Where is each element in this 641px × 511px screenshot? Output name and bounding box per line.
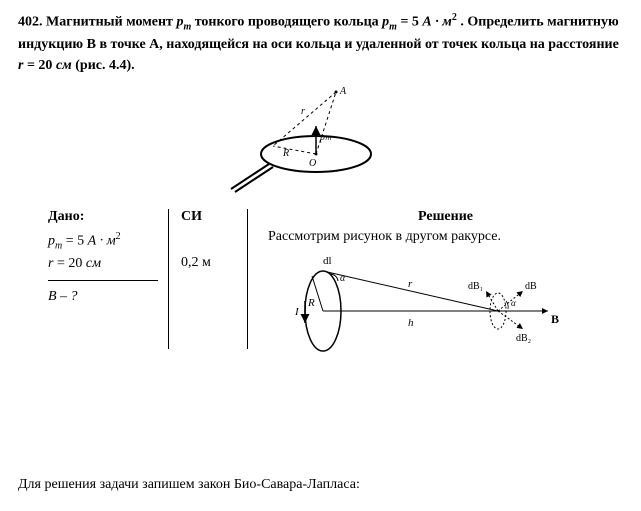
d1-sup: 2 <box>116 231 121 242</box>
label-alpha2: α <box>511 298 516 308</box>
label-R: R <box>282 148 289 159</box>
d1-sym: p <box>48 234 55 249</box>
figure-4-4: O pₘ A r R <box>18 84 623 199</box>
label-I: I <box>294 306 300 318</box>
main-section: Дано: pm = 5 А · м2 r = 20 см B – ? СИ 0… <box>18 209 623 376</box>
pm-sub: m <box>183 21 191 32</box>
d1-eq: = 5 <box>62 234 87 249</box>
label-dB: dB <box>525 281 537 292</box>
pm-sup: 2 <box>452 12 457 23</box>
solution-diagram-icon: dl α R I r h dB dB₁ dB₂ <box>268 251 568 371</box>
problem-statement: 402. Магнитный момент pm тонкого проводя… <box>18 10 623 76</box>
label-dB2: dB₂ <box>516 333 531 344</box>
solution-text: Рассмотрим рисунок в другом ракурсе. <box>268 229 623 245</box>
dano-line-2: r = 20 см <box>48 256 168 272</box>
solution-title: Решение <box>268 209 623 225</box>
label-r: r <box>301 106 305 117</box>
label-R2: R <box>307 297 315 309</box>
dano-line-1: pm = 5 А · м2 <box>48 231 168 251</box>
label-B: B <box>551 312 559 326</box>
d2-unit: см <box>86 256 101 271</box>
given-column: Дано: pm = 5 А · м2 r = 20 см B – ? <box>18 209 168 376</box>
r-unit: см <box>56 58 72 73</box>
pm-sub2: m <box>389 21 397 32</box>
separator-line <box>48 280 158 281</box>
find-text: B – ? <box>48 289 78 304</box>
ring-diagram-icon: O pₘ A r R <box>221 84 421 194</box>
si-val-1: 0,2 м <box>181 255 235 271</box>
dano-find: B – ? <box>48 289 168 305</box>
d2-eq: = 20 <box>53 256 85 271</box>
label-h: h <box>408 317 414 329</box>
pm-eq: = 5 <box>397 15 422 30</box>
label-O: O <box>309 158 316 169</box>
label-A: A <box>339 86 347 97</box>
pm-unit: А · м <box>422 15 451 30</box>
label-pm: pₘ <box>319 132 332 143</box>
text-p1: Магнитный момент <box>46 15 176 30</box>
bottom-text: Для решения задачи запишем закон Био-Сав… <box>18 477 360 493</box>
r-eq: = 20 <box>23 58 55 73</box>
problem-number: 402. <box>18 15 43 30</box>
si-column: СИ 0,2 м <box>168 209 248 349</box>
si-title: СИ <box>181 209 235 225</box>
label-dB1: dB₁ <box>468 281 483 292</box>
solution-column: Решение Рассмотрим рисунок в другом раку… <box>248 209 623 376</box>
text-p4: (рис. 4.4). <box>75 58 134 73</box>
text-p2: тонкого проводящего кольца <box>195 15 382 30</box>
d1-unit: А · м <box>88 234 116 249</box>
label-dl: dl <box>323 255 332 267</box>
dano-title: Дано: <box>48 209 168 225</box>
label-r2: r <box>408 278 413 290</box>
